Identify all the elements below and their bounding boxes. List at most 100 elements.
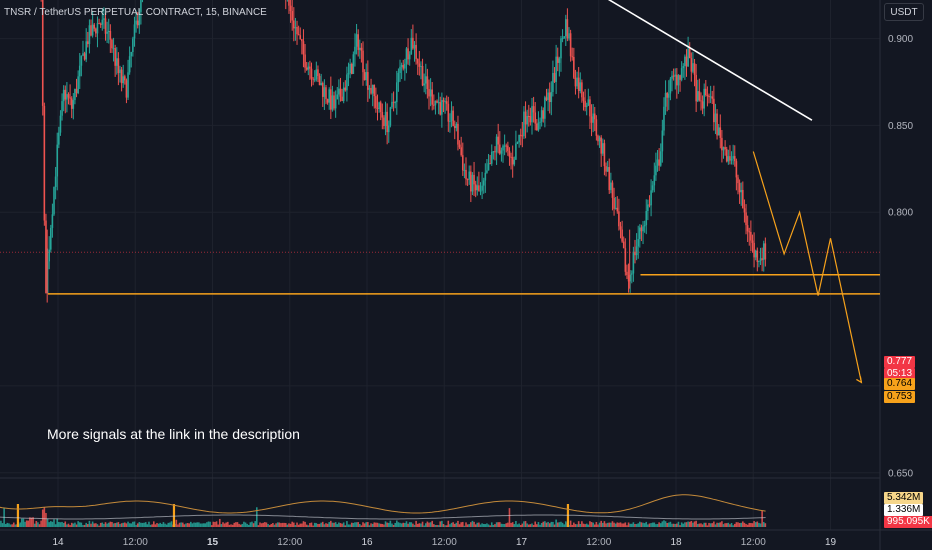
volume-bar bbox=[222, 522, 224, 527]
candle-body bbox=[639, 227, 641, 240]
candle-body bbox=[527, 115, 530, 117]
candle-body bbox=[399, 66, 401, 74]
volume-bar bbox=[764, 523, 767, 527]
candle-body bbox=[632, 251, 635, 274]
candle-body bbox=[582, 97, 585, 101]
candle-body bbox=[394, 102, 396, 104]
volume-bar bbox=[677, 521, 680, 527]
volume-bar bbox=[143, 522, 145, 527]
volume-bar bbox=[80, 522, 83, 527]
volume-bar bbox=[605, 523, 607, 527]
volume-bar bbox=[144, 522, 147, 527]
volume-bar bbox=[711, 523, 714, 527]
volume-bar bbox=[251, 521, 253, 527]
candle-body bbox=[91, 24, 94, 36]
volume-bar bbox=[272, 523, 274, 527]
candle-body bbox=[67, 94, 70, 98]
candle-body bbox=[66, 94, 68, 100]
candle-body bbox=[449, 120, 451, 122]
volume-bar bbox=[49, 521, 52, 527]
candle-body bbox=[700, 100, 702, 102]
volume-bar bbox=[305, 524, 308, 527]
candle-body bbox=[705, 88, 707, 95]
candle-body bbox=[672, 75, 675, 77]
time-axis[interactable]: 14 12:00 15 12:00 16 12:00 17 12:00 18 12:00 19 bbox=[52, 537, 836, 548]
candle-body bbox=[436, 100, 438, 103]
candle-body bbox=[587, 99, 590, 106]
volume-bar bbox=[302, 521, 305, 527]
volume-bar bbox=[96, 524, 99, 527]
volume-bar bbox=[318, 523, 321, 527]
candle-body bbox=[444, 101, 446, 103]
candle-body bbox=[688, 48, 691, 59]
volume-bar bbox=[415, 520, 417, 527]
volume-bar bbox=[429, 522, 432, 527]
price-tick-label: 0.800 bbox=[888, 208, 913, 219]
volume-bar bbox=[350, 522, 353, 527]
volume-bar bbox=[217, 524, 219, 527]
time-tick-label: 12:00 bbox=[277, 537, 302, 548]
currency-button[interactable]: USDT bbox=[884, 3, 924, 21]
candle-body bbox=[296, 26, 298, 35]
candle-body bbox=[581, 82, 583, 98]
volume-bar bbox=[426, 521, 429, 527]
volume-bar bbox=[301, 523, 303, 527]
volume-bar bbox=[333, 522, 335, 527]
candle-body bbox=[53, 186, 55, 215]
volume-bar bbox=[659, 523, 662, 527]
candle-body bbox=[547, 92, 549, 101]
volume-bar bbox=[246, 523, 248, 527]
volume-bar bbox=[51, 521, 54, 527]
volume-bar bbox=[124, 522, 126, 527]
candle-body bbox=[138, 11, 141, 26]
volume-bar bbox=[624, 522, 627, 527]
candle-body bbox=[571, 56, 574, 58]
candle-body bbox=[41, 0, 44, 106]
volume-bar bbox=[320, 522, 322, 527]
volume-bar bbox=[133, 521, 136, 527]
candle-body bbox=[729, 156, 731, 161]
candle-body bbox=[114, 48, 116, 66]
volume-bar bbox=[115, 522, 118, 527]
candle-body bbox=[107, 31, 110, 33]
candle-body bbox=[463, 169, 466, 171]
volume-bar bbox=[22, 518, 25, 527]
candle-body bbox=[685, 56, 688, 67]
volume-bar bbox=[500, 523, 503, 527]
volume-bar bbox=[122, 522, 125, 527]
candle-body bbox=[740, 189, 743, 193]
candle-body bbox=[764, 243, 767, 260]
volume-bar bbox=[1, 523, 4, 527]
volume-bar bbox=[136, 523, 139, 527]
candle-body bbox=[703, 88, 705, 109]
candle-body bbox=[135, 20, 137, 25]
volume-bar bbox=[505, 523, 508, 527]
candle-body bbox=[347, 72, 350, 75]
volume-bar bbox=[209, 521, 211, 527]
volume-bar bbox=[193, 522, 195, 527]
volume-bar bbox=[555, 519, 557, 527]
candle-body bbox=[711, 96, 714, 99]
volume-bar bbox=[590, 522, 593, 527]
candle-body bbox=[750, 231, 752, 241]
volume-bar bbox=[634, 524, 636, 527]
volume-bar bbox=[761, 510, 763, 527]
volume-bar bbox=[539, 524, 541, 527]
volume-bar bbox=[466, 524, 469, 527]
volume-bar bbox=[584, 524, 586, 527]
candle-body bbox=[471, 174, 474, 192]
candle-body bbox=[642, 226, 644, 232]
volume-bar bbox=[336, 524, 339, 527]
candle-body bbox=[511, 156, 514, 165]
symbol-title[interactable]: TNSR / TetherUS PERPETUAL CONTRACT, 15, … bbox=[4, 7, 267, 18]
volume-bar bbox=[259, 522, 261, 527]
candle-body bbox=[354, 46, 356, 55]
volume-bar bbox=[313, 522, 316, 527]
candle-body bbox=[621, 229, 623, 242]
candle-body bbox=[614, 207, 617, 209]
volume-bar bbox=[698, 523, 701, 527]
volume-bar bbox=[151, 524, 153, 527]
volume-bar bbox=[344, 525, 347, 527]
volume-bar bbox=[421, 521, 424, 527]
